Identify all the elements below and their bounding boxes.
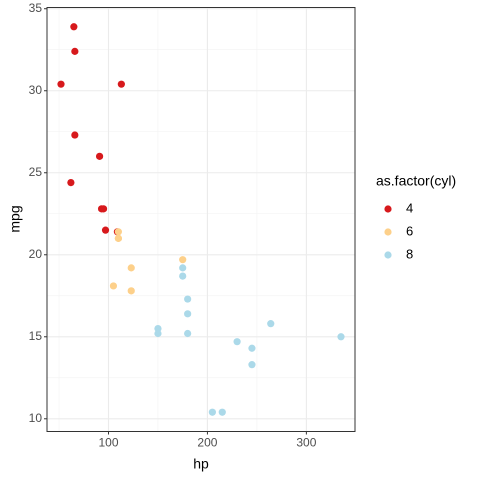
grid: [47, 7, 355, 432]
point: [67, 178, 75, 187]
point: [95, 152, 104, 160]
point: [101, 226, 110, 234]
point: [233, 338, 241, 346]
point: [248, 344, 256, 352]
x-axis-title: hp: [193, 456, 209, 472]
y-tick-label: 15: [29, 329, 43, 343]
y-tick-label: 35: [29, 1, 43, 15]
x-tick-label: 100: [98, 436, 118, 450]
point: [117, 80, 125, 88]
point: [184, 329, 192, 338]
legend-key: [384, 228, 392, 236]
point: [337, 333, 345, 341]
y-tick-label: 25: [29, 165, 43, 179]
point: [127, 264, 135, 272]
point: [248, 361, 256, 369]
point: [109, 282, 118, 290]
point: [267, 320, 275, 328]
point: [218, 408, 226, 416]
point: [99, 205, 108, 213]
x-tick-label: 200: [197, 436, 217, 450]
point: [70, 23, 78, 31]
point: [127, 287, 135, 295]
point: [57, 80, 65, 88]
point: [71, 47, 79, 55]
legend-label: 6: [406, 223, 413, 238]
panel-border: [46, 7, 356, 432]
legend-key: [384, 205, 392, 213]
marks: [57, 23, 345, 416]
x-tick-label: 300: [296, 436, 316, 450]
point: [184, 310, 192, 318]
y-tick-label: 10: [29, 411, 43, 425]
point: [179, 264, 187, 272]
legend-label: 8: [406, 246, 413, 261]
y-axis-title: mpg: [7, 205, 23, 232]
point: [179, 272, 187, 280]
point: [71, 131, 79, 139]
legend-title: as.factor(cyl): [376, 173, 456, 189]
point: [184, 295, 192, 303]
legend: 4 6 8: [384, 200, 413, 261]
point: [114, 234, 122, 242]
point: [179, 256, 187, 264]
y-tick-label: 20: [29, 247, 43, 261]
legend-label: 4: [406, 200, 413, 215]
point: [208, 408, 216, 416]
y-tick-label: 30: [29, 83, 43, 97]
point: [114, 228, 122, 236]
point: [154, 329, 162, 338]
point: [154, 324, 162, 333]
legend-key: [384, 251, 392, 259]
